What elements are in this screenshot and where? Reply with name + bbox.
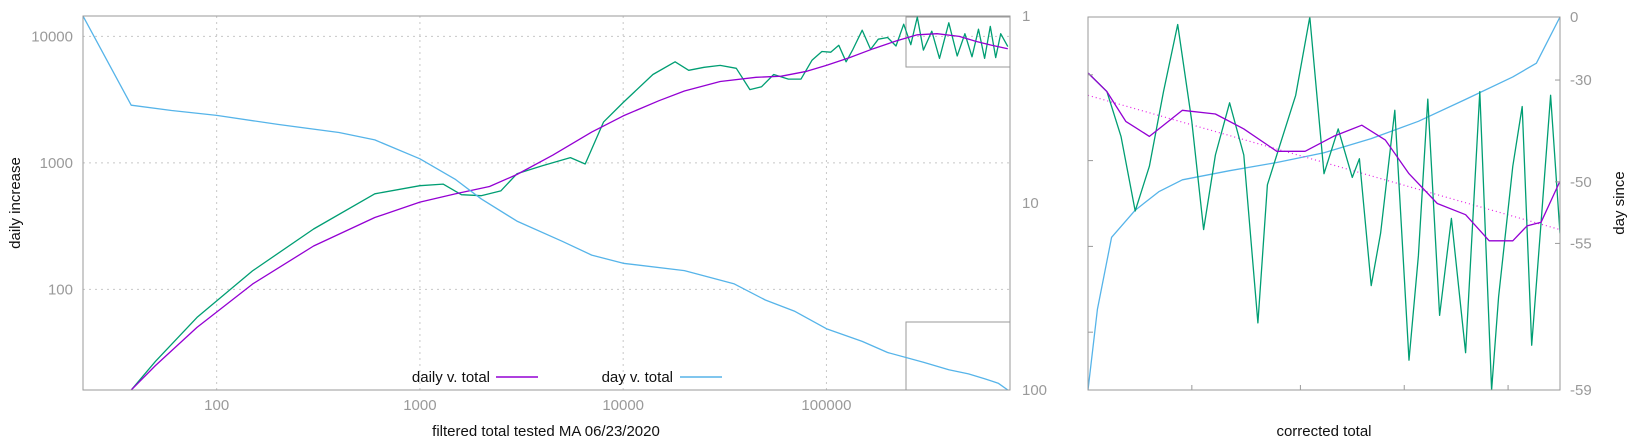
y-tick-label: 100 xyxy=(48,281,73,298)
legend-label-day: day v. total xyxy=(602,369,673,386)
legend-item-daily: daily v. total xyxy=(412,369,538,386)
y-tick-label: 10000 xyxy=(31,28,73,45)
legend: daily v. total day v. total xyxy=(412,369,722,386)
left-grid xyxy=(83,16,1010,390)
series-daily-raw xyxy=(130,16,1009,390)
y2-tick-label: 1 xyxy=(1022,8,1030,25)
series-day-v-total-zoom xyxy=(1088,17,1560,390)
y2-tick-label: -50 xyxy=(1570,174,1592,191)
series-daily-v-total xyxy=(130,33,1008,390)
zoom-box-lower xyxy=(905,321,1011,391)
right-plot: 0 -30 -50 -55 -59 corrected total day since xyxy=(1087,9,1628,440)
x-tick-label: 100000 xyxy=(801,397,851,414)
left-y-axis-label: daily increase xyxy=(7,157,24,249)
left-x-axis-label: filtered total tested MA 06/23/2020 xyxy=(432,423,660,440)
left-plot-frame xyxy=(82,15,1011,391)
left-plot: 100 1000 10000 100000 100 1000 10000 1 10 100 fil… xyxy=(7,8,1047,440)
x-tick-label: 100 xyxy=(204,397,229,414)
y-tick-label: 1000 xyxy=(40,155,73,172)
y2-tick-label: -55 xyxy=(1570,235,1592,252)
series-daily-raw-zoom xyxy=(1088,17,1560,390)
y2-tick-label: 10 xyxy=(1022,195,1039,212)
right-ticks: 0 -30 -50 -55 -59 xyxy=(1088,9,1592,399)
series-daily-v-total-zoom xyxy=(1088,72,1560,242)
left-ticks: 100 1000 10000 100000 100 1000 10000 1 10 100 xyxy=(31,8,1047,414)
right-plot-frame xyxy=(1087,16,1561,391)
x-tick-label: 10000 xyxy=(602,397,644,414)
legend-item-day: day v. total xyxy=(602,369,722,386)
left-series xyxy=(83,16,1009,390)
zoom-boxes xyxy=(905,16,1011,391)
right-series xyxy=(1088,17,1560,390)
y2-tick-label: 0 xyxy=(1570,9,1578,26)
right-x-axis-label: corrected total xyxy=(1276,423,1371,440)
right-y2-axis-label: day since xyxy=(1611,171,1628,234)
legend-label-daily: daily v. total xyxy=(412,369,490,386)
y2-tick-label: 100 xyxy=(1022,382,1047,399)
x-tick-label: 1000 xyxy=(403,397,436,414)
series-trend-dotted xyxy=(1088,94,1560,231)
y2-tick-label: -30 xyxy=(1570,72,1592,89)
y2-tick-label: -59 xyxy=(1570,382,1592,399)
series-day-v-total xyxy=(83,16,1009,390)
